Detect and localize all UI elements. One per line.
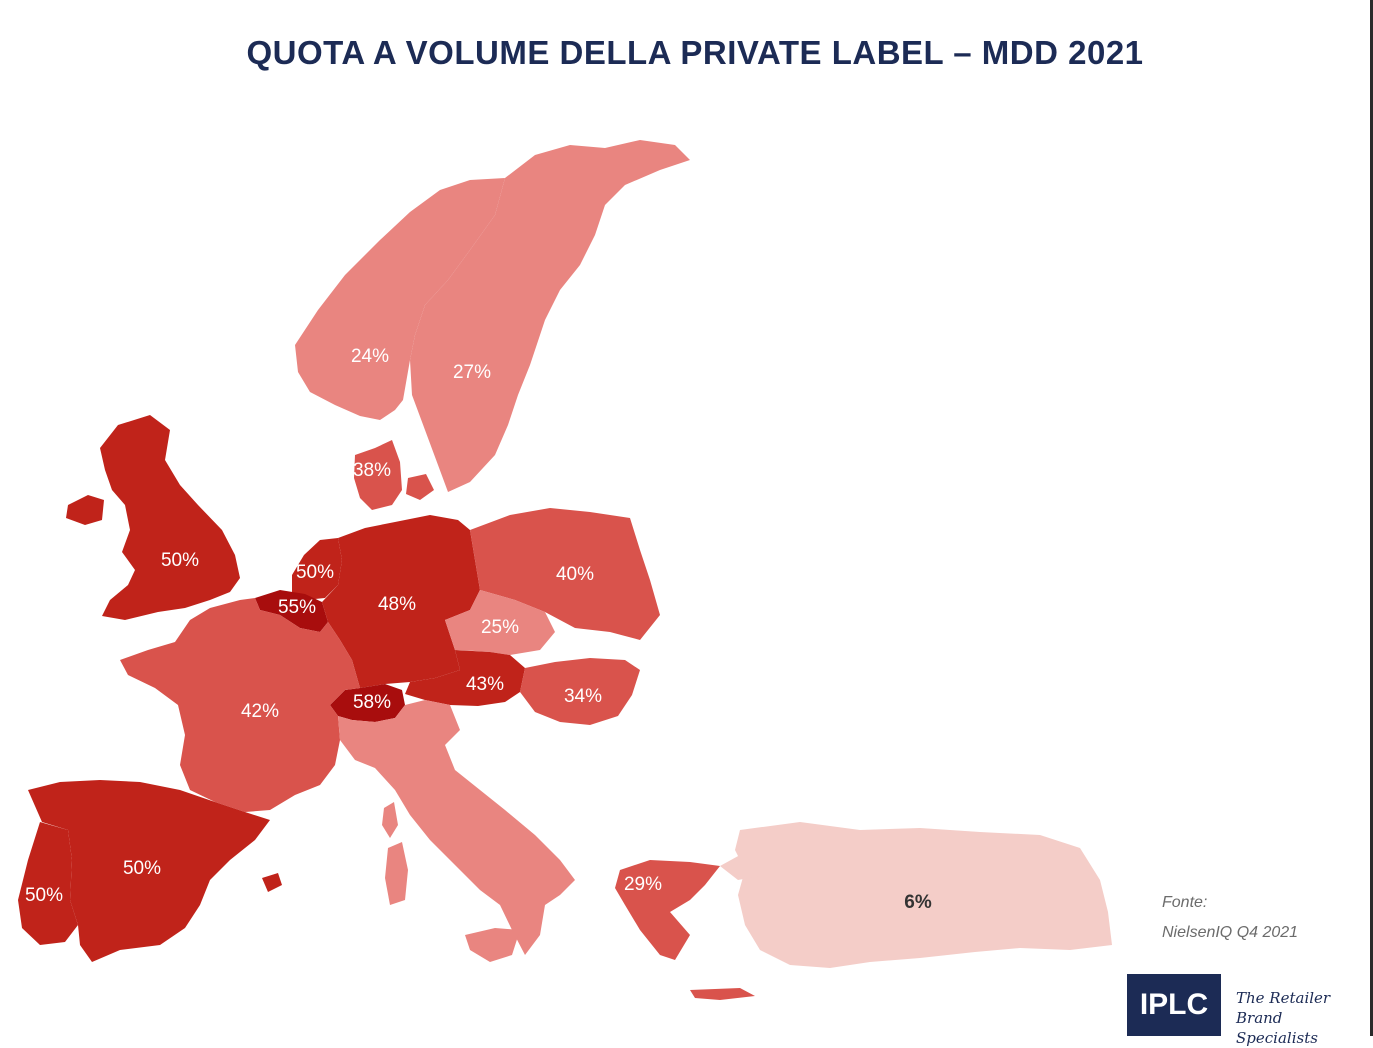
label-poland: 40% xyxy=(556,564,594,585)
region-spain[interactable] xyxy=(28,780,270,962)
label-czech-republic: 25% xyxy=(481,617,519,638)
region-italy xyxy=(338,700,575,955)
region-poland[interactable] xyxy=(470,508,660,640)
island-denmark xyxy=(406,474,434,500)
right-border xyxy=(1370,0,1373,1036)
label-greece: 29% xyxy=(624,874,662,895)
tagline-line2: Specialists xyxy=(1236,1029,1318,1047)
source-text: NielsenIQ Q4 2021 xyxy=(1162,924,1299,941)
label-hungary: 34% xyxy=(564,686,602,707)
region-sweden[interactable] xyxy=(410,140,690,492)
region-portugal[interactable] xyxy=(18,822,78,945)
region-austria[interactable] xyxy=(405,650,525,706)
region-greece[interactable] xyxy=(615,860,720,960)
region-germany[interactable] xyxy=(322,515,480,688)
label-sweden: 27% xyxy=(453,362,491,383)
region-hungary[interactable] xyxy=(520,658,640,725)
label-turkey: 6% xyxy=(904,892,932,913)
label-switzerland: 58% xyxy=(353,692,391,713)
label-norway: 24% xyxy=(351,346,389,367)
region-czech-republic[interactable] xyxy=(445,590,555,655)
region-switzerland[interactable] xyxy=(330,684,405,722)
label-netherlands: 50% xyxy=(296,562,334,583)
region-northern-ireland xyxy=(66,495,104,525)
label-spain: 50% xyxy=(123,858,161,879)
island-balearic xyxy=(262,873,282,892)
island-corsica xyxy=(382,802,398,838)
label-belgium: 55% xyxy=(278,597,316,618)
logo-text: IPLC xyxy=(1139,988,1209,1021)
region-norway[interactable] xyxy=(295,178,505,420)
source-note: Fonte: NielsenIQ Q4 2021 xyxy=(1162,888,1298,948)
region-turkey-thrace xyxy=(720,855,762,880)
island-sicily xyxy=(465,928,520,962)
label-austria: 43% xyxy=(466,674,504,695)
label-portugal: 50% xyxy=(25,885,63,906)
region-united-kingdom[interactable] xyxy=(100,415,240,620)
label-france: 42% xyxy=(241,701,279,722)
label-denmark: 38% xyxy=(353,460,391,481)
region-turkey[interactable] xyxy=(735,822,1112,968)
region-netherlands[interactable] xyxy=(292,538,342,600)
label-germany: 48% xyxy=(378,594,416,615)
label-united-kingdom: 50% xyxy=(161,550,199,571)
iplc-logo: IPLC xyxy=(1127,974,1221,1036)
island-sardinia xyxy=(385,842,408,905)
logo-tagline: The Retailer Brand Specialists xyxy=(1236,988,1373,1048)
island-crete xyxy=(690,988,755,1000)
region-france[interactable] xyxy=(120,598,360,812)
source-label: Fonte: xyxy=(1162,894,1208,911)
region-denmark[interactable] xyxy=(354,440,402,510)
tagline-line1: The Retailer Brand xyxy=(1236,989,1331,1027)
page-title: QUOTA A VOLUME DELLA PRIVATE LABEL – MDD… xyxy=(246,34,1144,71)
region-belgium[interactable] xyxy=(255,590,328,632)
